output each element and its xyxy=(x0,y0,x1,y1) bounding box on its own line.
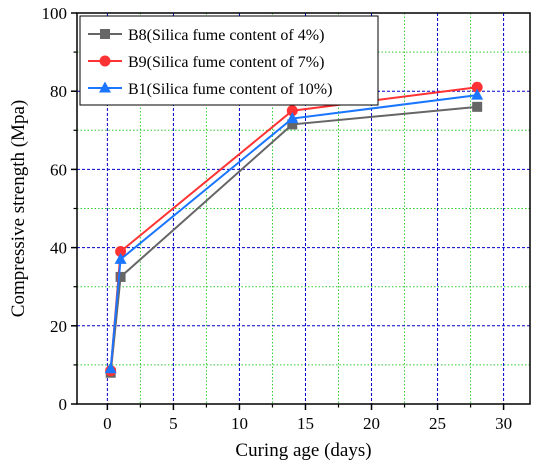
data-point xyxy=(286,105,298,117)
data-point xyxy=(115,271,126,282)
y-axis-title: Compressive strength (Mpa) xyxy=(8,100,29,317)
legend-box xyxy=(79,15,379,106)
data-point xyxy=(471,81,483,93)
legend-item: B9(Silica fume content of 7%) xyxy=(88,54,324,71)
legend-marker xyxy=(99,81,111,93)
data-point xyxy=(114,252,127,264)
y-tick-label: 40 xyxy=(50,239,67,258)
series-line xyxy=(109,94,478,369)
data-point xyxy=(286,112,299,124)
data-point xyxy=(471,88,484,100)
legend-item: B1(Silica fume content of 10%) xyxy=(88,81,332,98)
x-tick-label: 5 xyxy=(169,414,178,433)
x-axis-title: Curing age (days) xyxy=(235,440,371,461)
legend-marker xyxy=(99,55,111,67)
x-tick-label: 15 xyxy=(297,414,314,433)
minor-grid xyxy=(77,13,530,404)
y-tick-label: 60 xyxy=(50,160,67,179)
legend-marker xyxy=(100,29,110,39)
axis-ticks xyxy=(71,12,505,410)
tick-labels: 0 5 10 15 20 25 30 0 20 40 60 80 100 xyxy=(42,4,513,433)
data-point xyxy=(472,101,483,112)
data-point xyxy=(115,246,127,258)
data-point xyxy=(104,362,117,374)
y-tick-label: 100 xyxy=(42,4,68,23)
y-tick-label: 20 xyxy=(50,317,67,336)
y-tick-label: 0 xyxy=(59,395,68,414)
series-line xyxy=(109,105,478,373)
x-tick-label: 10 xyxy=(231,414,248,433)
legend-label: B8(Silica fume content of 4%) xyxy=(128,27,324,44)
legend-item: B8(Silica fume content of 4%) xyxy=(88,27,324,44)
legend: B8(Silica fume content of 4%) B9(Silica f… xyxy=(79,15,379,106)
x-tick-label: 20 xyxy=(363,414,380,433)
legend-label: B1(Silica fume content of 10%) xyxy=(128,81,332,98)
x-tick-label: 0 xyxy=(103,414,112,433)
x-tick-label: 30 xyxy=(495,414,512,433)
x-tick-label: 25 xyxy=(429,414,446,433)
series-layer xyxy=(104,81,484,378)
legend-label: B9(Silica fume content of 7%) xyxy=(128,54,324,71)
y-tick-label: 80 xyxy=(50,82,67,101)
data-point xyxy=(287,119,298,130)
series-1 xyxy=(105,101,483,378)
series-3 xyxy=(104,88,484,374)
